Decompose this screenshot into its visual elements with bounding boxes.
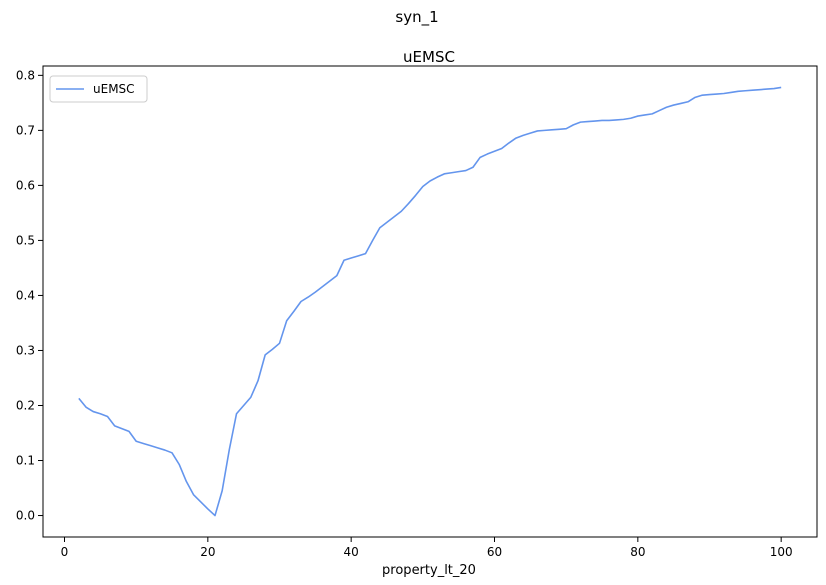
legend-label: uEMSC: [93, 82, 135, 96]
figure-suptitle: syn_1: [395, 8, 438, 27]
plot-frame: [42, 65, 818, 538]
x-tick-label: 80: [630, 545, 645, 559]
x-tick-label: 20: [200, 545, 215, 559]
y-tick-label: 0.1: [16, 454, 35, 468]
x-tick-label: 100: [770, 545, 793, 559]
y-tick-label: 0.6: [16, 178, 35, 192]
y-tick-label: 0.2: [16, 398, 35, 412]
legend-box: [49, 75, 148, 103]
x-tick-label: 60: [487, 545, 502, 559]
chart-title: uEMSC: [403, 48, 455, 66]
y-axis-ticks: 0.0 0.1 0.2 0.3 0.4 0.5 0.6 0.7 0.8: [16, 68, 43, 523]
y-tick-label: 0.8: [16, 68, 35, 82]
x-tick-label: 40: [344, 545, 359, 559]
series-lines: [78, 86, 782, 517]
legend: uEMSC: [49, 75, 148, 103]
series-line-uEMSC: [78, 86, 782, 517]
x-axis-label: property_lt_20: [382, 563, 476, 578]
y-tick-label: 0.4: [16, 288, 35, 302]
y-tick-label: 0.0: [16, 509, 35, 523]
y-tick-label: 0.3: [16, 343, 35, 357]
y-tick-label: 0.5: [16, 233, 35, 247]
x-tick-label: 0: [61, 545, 69, 559]
x-axis-ticks: 0 20 40 60 80 100: [61, 537, 793, 559]
y-tick-label: 0.7: [16, 123, 35, 137]
